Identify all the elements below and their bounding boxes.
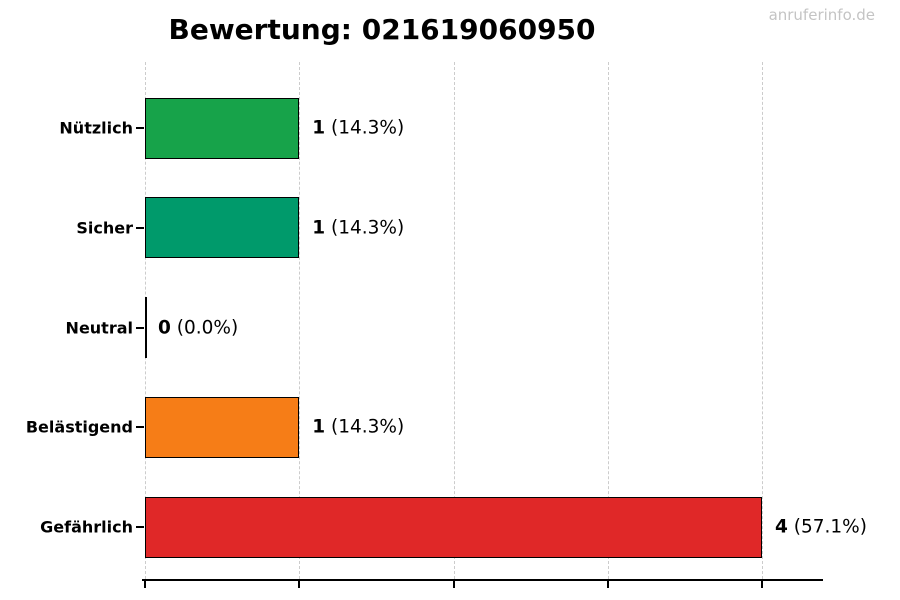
value-label: 4 (57.1%) — [775, 517, 867, 538]
category-label: Sicher — [76, 218, 133, 238]
gridline — [453, 62, 455, 579]
y-axis-tick — [136, 426, 144, 429]
gridline — [607, 62, 609, 579]
bar — [145, 396, 300, 458]
watermark: anruferinfo.de — [768, 6, 875, 24]
chart-title: Bewertung: 021619060950 — [168, 13, 596, 46]
value-label: 1 (14.3%) — [312, 217, 404, 238]
value-label: 1 (14.3%) — [312, 417, 404, 438]
value-count: 0 — [158, 317, 171, 338]
value-count: 1 — [312, 217, 326, 239]
bar — [145, 297, 147, 358]
value-count: 1 — [312, 117, 326, 139]
bar — [145, 197, 300, 259]
y-axis-tick — [136, 526, 144, 528]
y-axis-tick — [136, 226, 144, 229]
category-label: Nützlich — [59, 118, 133, 138]
value-label: 1 (14.3%) — [312, 118, 404, 139]
y-axis-tick — [136, 326, 144, 329]
value-count: 4 — [775, 516, 788, 538]
category-label: Neutral — [65, 318, 133, 337]
category-label: Gefährlich — [40, 517, 133, 537]
value-count: 1 — [312, 416, 326, 438]
value-label: 0 (0.0%) — [158, 317, 238, 338]
x-axis-tick — [452, 581, 455, 588]
value-percent: (57.1%) — [787, 516, 867, 538]
x-axis-tick — [606, 581, 609, 588]
value-percent: (14.3%) — [325, 416, 405, 438]
gridline — [299, 62, 301, 579]
value-percent: (14.3%) — [325, 117, 405, 139]
x-axis-tick — [761, 581, 763, 588]
value-percent: (0.0%) — [170, 317, 239, 338]
bar — [145, 97, 300, 159]
x-axis-tick — [298, 581, 301, 588]
y-axis-tick — [136, 127, 144, 129]
x-axis-line — [142, 579, 823, 581]
gridline — [762, 62, 763, 579]
x-axis-tick — [144, 581, 146, 588]
category-label: Belästigend — [25, 417, 133, 437]
value-percent: (14.3%) — [325, 217, 405, 239]
bar — [145, 496, 762, 558]
